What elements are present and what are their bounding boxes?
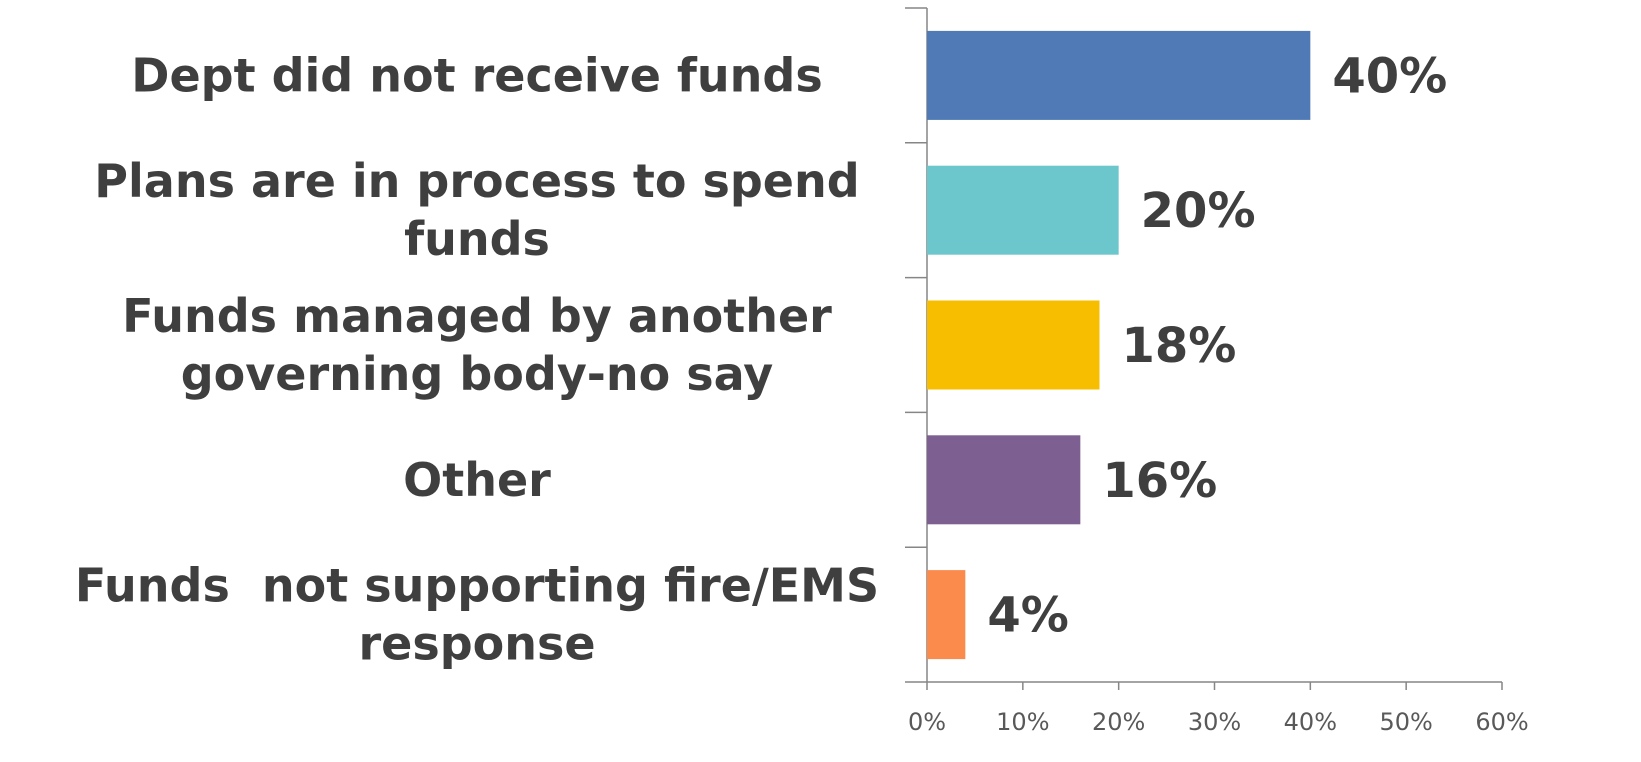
x-tick-label: 10% bbox=[996, 708, 1049, 736]
data-label: 18% bbox=[1122, 318, 1237, 374]
data-label: 4% bbox=[987, 588, 1068, 644]
category-label: Plans are in process to spend bbox=[94, 154, 859, 208]
x-tick-label: 40% bbox=[1284, 708, 1337, 736]
bar bbox=[927, 300, 1100, 390]
category-label: Funds not supporting fire/EMS bbox=[75, 559, 879, 613]
bar bbox=[927, 165, 1119, 255]
data-label: 20% bbox=[1141, 183, 1256, 239]
data-label: 40% bbox=[1332, 48, 1447, 104]
data-label: 16% bbox=[1102, 453, 1217, 509]
category-label: Other bbox=[403, 453, 551, 507]
x-tick-label: 50% bbox=[1379, 708, 1432, 736]
bar bbox=[927, 570, 966, 660]
bars bbox=[927, 30, 1311, 660]
category-label: response bbox=[358, 617, 595, 671]
labels: 0% 10% 20% 30% 40% 50% 60% 40% Dept did not rece… bbox=[75, 48, 1529, 736]
category-label: Dept did not receive funds bbox=[131, 48, 822, 102]
x-tick-label: 30% bbox=[1188, 708, 1241, 736]
x-tick-label: 60% bbox=[1475, 708, 1528, 736]
x-tick-label: 0% bbox=[908, 708, 946, 736]
bar bbox=[927, 30, 1311, 120]
category-label: Funds managed by another bbox=[122, 289, 832, 343]
bar bbox=[927, 435, 1081, 525]
x-tick-label: 20% bbox=[1092, 708, 1145, 736]
category-label: funds bbox=[404, 212, 550, 266]
category-label: governing body-no say bbox=[181, 347, 774, 401]
